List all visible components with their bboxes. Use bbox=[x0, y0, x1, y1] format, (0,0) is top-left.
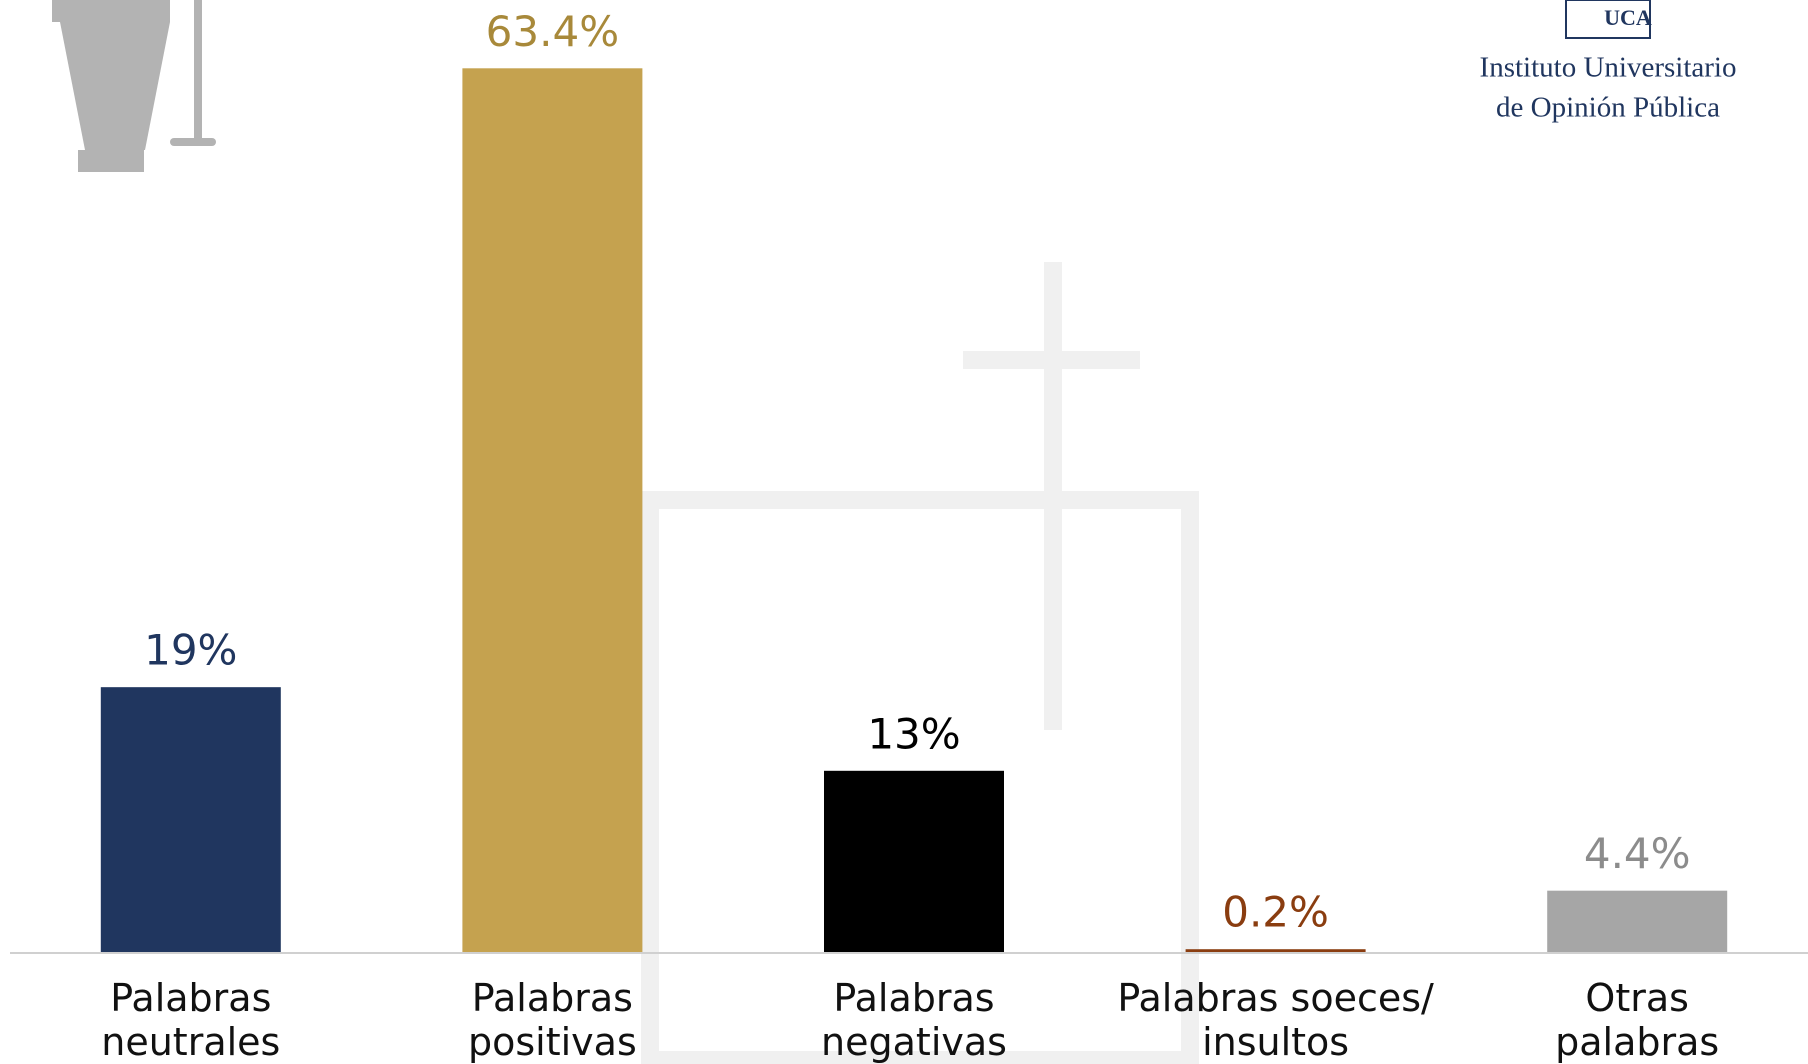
podium-icon bbox=[52, 0, 216, 172]
value-label: 19% bbox=[144, 626, 237, 675]
value-label: 63.4% bbox=[486, 7, 619, 56]
value-label: 0.2% bbox=[1222, 888, 1329, 937]
bar bbox=[824, 770, 1004, 952]
x-tick-label: Palabras soeces/ insultos bbox=[1117, 976, 1434, 1064]
bar bbox=[462, 68, 643, 953]
logo-line: Instituto Universitario bbox=[1480, 52, 1737, 84]
value-label: 4.4% bbox=[1584, 829, 1691, 878]
logo-badge-text: UCA bbox=[1604, 5, 1652, 30]
x-tick-label: Otras palabras bbox=[1555, 976, 1720, 1064]
value-label: 13% bbox=[867, 709, 960, 758]
x-tick-label: Palabras negativas bbox=[821, 976, 1007, 1064]
x-tick-label: Palabras positivas bbox=[468, 976, 637, 1064]
watermark bbox=[641, 262, 1199, 1064]
bar bbox=[100, 687, 281, 952]
bar bbox=[1547, 890, 1728, 952]
bar bbox=[1185, 949, 1366, 952]
logo-badge: UCA bbox=[1565, 0, 1652, 39]
x-tick-label: Palabras neutrales bbox=[101, 976, 281, 1064]
logo-line: de Opinión Pública bbox=[1496, 92, 1720, 124]
